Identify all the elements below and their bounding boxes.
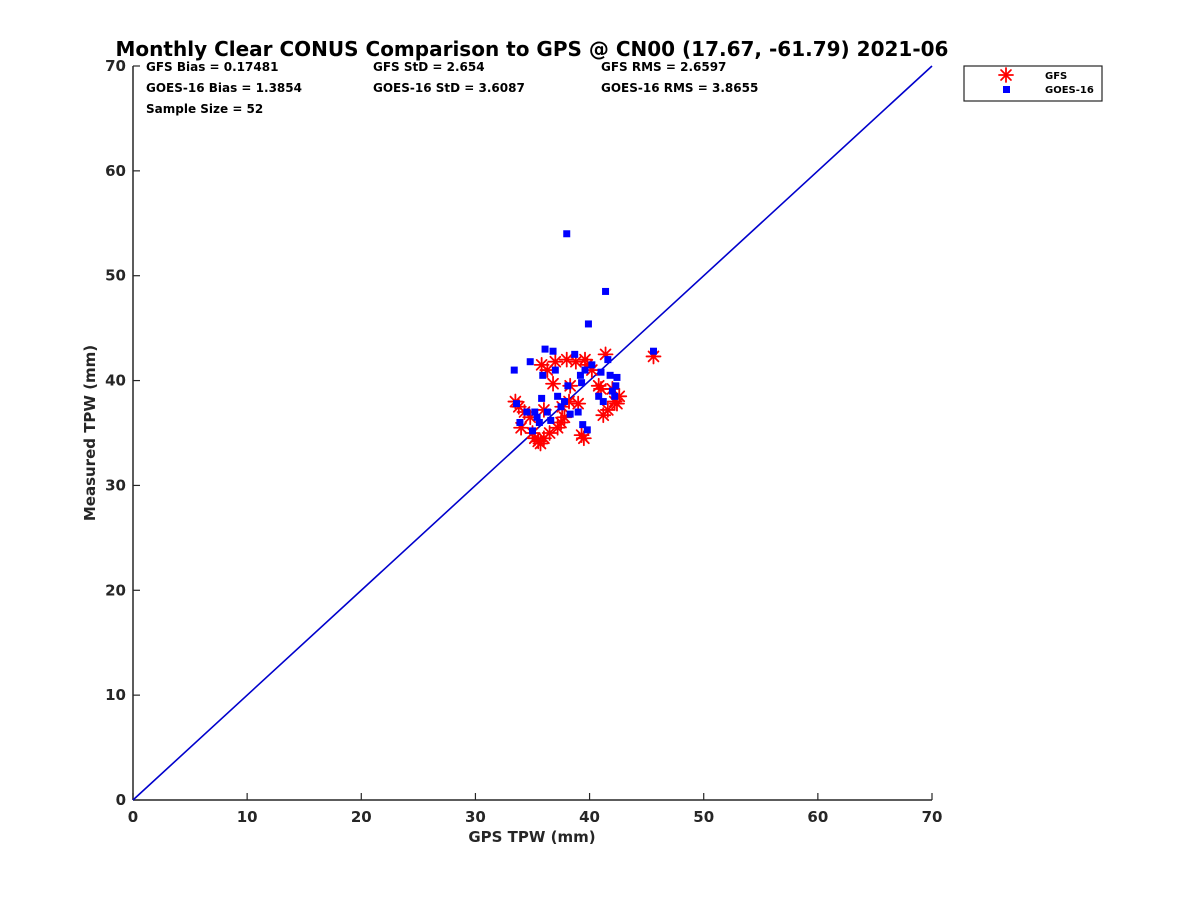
goes16-point xyxy=(581,366,589,374)
goes16-point xyxy=(613,373,621,381)
gfs-point xyxy=(558,351,575,368)
x-tick-label: 0 xyxy=(128,808,138,826)
legend-goes16-label: GOES-16 xyxy=(1045,85,1094,96)
x-axis-label: GPS TPW (mm) xyxy=(468,828,595,846)
x-tick-label: 10 xyxy=(237,808,258,826)
goes16-point xyxy=(566,410,574,418)
y-tick-label: 10 xyxy=(105,686,126,704)
goes16-point xyxy=(541,345,549,353)
gfs-point xyxy=(547,353,564,370)
x-tick-label: 20 xyxy=(351,808,372,826)
goes16-point xyxy=(547,416,555,424)
legend: GFS GOES-16 xyxy=(963,65,1103,102)
goes16-point xyxy=(579,421,587,429)
goes16-point xyxy=(516,419,524,427)
stat-goes16-bias: GOES-16 Bias = 1.3854 xyxy=(146,81,302,95)
gfs-point xyxy=(570,395,587,412)
goes16-point xyxy=(606,371,614,379)
goes16-point xyxy=(597,368,605,376)
gfs-point xyxy=(545,375,561,392)
x-tick-label: 70 xyxy=(922,808,943,826)
goes16-point xyxy=(599,398,607,406)
goes16-point xyxy=(604,356,612,364)
goes16-point xyxy=(535,419,543,427)
x-tick-label: 40 xyxy=(579,808,600,826)
axis-ticks: 0 10 20 30 40 50 60 70 0 10 20 30 40 50 60 70 xyxy=(105,57,942,826)
legend-box xyxy=(963,65,1103,102)
goes16-point xyxy=(557,403,565,411)
stat-gfs-std: GFS StD = 2.654 xyxy=(373,60,485,74)
y-tick-label: 60 xyxy=(105,162,126,180)
stat-goes16-std: GOES-16 StD = 3.6087 xyxy=(373,81,525,95)
gfs-point xyxy=(609,395,625,412)
gfs-point xyxy=(541,425,558,441)
goes16-point xyxy=(563,230,571,238)
legend-gfs-asterisk xyxy=(998,67,1014,83)
legend-goes16-marker xyxy=(1003,86,1010,93)
goes16-point xyxy=(510,366,518,374)
chart-title: Monthly Clear CONUS Comparison to GPS @ … xyxy=(116,37,949,61)
goes16-point xyxy=(588,361,596,369)
x-tick-label: 60 xyxy=(807,808,828,826)
goes16-point xyxy=(595,392,603,400)
goes16-point xyxy=(608,387,616,395)
goes16-point xyxy=(533,413,541,421)
goes16-point xyxy=(543,408,551,416)
x-tick-label: 50 xyxy=(693,808,714,826)
y-tick-label: 40 xyxy=(105,372,126,390)
goes16-point xyxy=(526,358,534,366)
goes16-point xyxy=(571,350,579,358)
stat-sample-size: Sample Size = 52 xyxy=(146,102,263,116)
stats-block: GFS Bias = 0.17481 GFS StD = 2.654 GFS R… xyxy=(146,60,758,116)
goes16-point xyxy=(538,394,546,402)
goes16-point xyxy=(578,379,586,387)
y-axis-label: Measured TPW (mm) xyxy=(81,345,99,521)
goes16-point xyxy=(611,392,619,400)
goes16-point xyxy=(513,400,521,408)
goes16-point xyxy=(584,320,592,328)
goes16-point xyxy=(583,426,591,434)
goes16-point xyxy=(564,382,572,390)
gfs-point xyxy=(599,402,616,418)
stat-gfs-bias: GFS Bias = 0.17481 xyxy=(146,60,278,74)
y-tick-label: 0 xyxy=(116,791,126,809)
stat-goes16-rms: GOES-16 RMS = 3.8655 xyxy=(601,81,758,95)
y-tick-label: 20 xyxy=(105,581,126,599)
y-tick-label: 70 xyxy=(105,57,126,75)
goes16-point xyxy=(560,398,568,406)
goes16-point xyxy=(551,366,559,374)
gfs-point xyxy=(575,430,592,447)
y-tick-label: 30 xyxy=(105,476,126,494)
goes16-point xyxy=(523,408,531,416)
legend-gfs-label: GFS xyxy=(1045,71,1067,82)
x-tick-label: 30 xyxy=(465,808,486,826)
goes16-point xyxy=(649,347,657,355)
goes16-point xyxy=(529,427,536,435)
goes16-point xyxy=(574,408,582,416)
y-tick-label: 50 xyxy=(105,267,126,285)
goes16-point xyxy=(539,371,547,379)
data-points xyxy=(507,230,662,452)
legend-gfs-marker xyxy=(998,67,1014,83)
goes16-point xyxy=(602,287,610,295)
goes16-point xyxy=(531,408,539,416)
goes16-point xyxy=(549,347,557,355)
goes16-point xyxy=(612,382,620,390)
goes16-point xyxy=(576,371,584,379)
goes16-point xyxy=(554,392,562,400)
stat-gfs-rms: GFS RMS = 2.6597 xyxy=(601,60,726,74)
